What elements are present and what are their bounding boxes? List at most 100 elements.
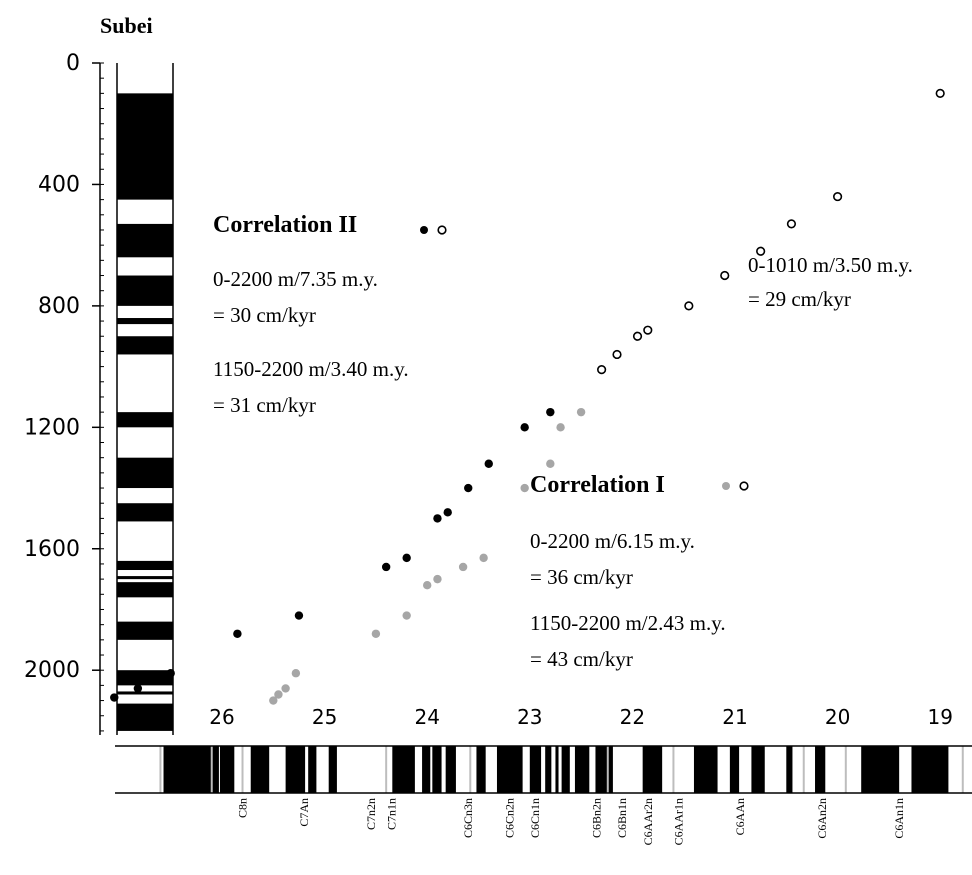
x-tick-label: 25	[312, 705, 337, 729]
correlation-i-point	[520, 483, 529, 493]
corr2-rate-3: 1150-2200 m/3.40 m.y.	[213, 357, 409, 381]
corr1-rate-4: = 43 cm/kyr	[530, 647, 633, 671]
gpts-normal-band	[561, 746, 570, 793]
corr2-rate-4: = 31 cm/kyr	[213, 393, 316, 417]
legend-corr2-black-marker	[420, 226, 428, 234]
normal-polarity-band	[117, 703, 173, 731]
chron-labels: C8n C7An C7n2n C7n1n C6Cn3n C6Cn2n C6Cn1n C6Bn2…	[236, 798, 907, 845]
open-circle-point	[720, 270, 730, 281]
correlation-ii-point	[464, 483, 473, 493]
gpts-normal-band	[432, 746, 442, 793]
correlation-ii-point	[110, 693, 119, 702]
y-tick-label: 2000	[24, 658, 80, 683]
correlation-ii-point	[233, 629, 242, 638]
gpts-normal-band	[328, 746, 337, 793]
gpts-normal-band	[163, 746, 219, 793]
chron-label: C6Cn1n	[528, 798, 542, 838]
gpts-normal-band	[693, 746, 718, 793]
normal-polarity-band	[117, 275, 173, 306]
normal-polarity-band	[117, 318, 173, 325]
legend-correlation-i: Correlation I	[530, 472, 749, 498]
normal-polarity-band	[117, 457, 173, 489]
correlation-ii-point	[546, 407, 555, 417]
legend-corr1-gray-marker	[722, 482, 730, 490]
x-tick-label: 19	[927, 705, 952, 729]
open-circle-point	[832, 191, 843, 202]
open-circle-point	[612, 349, 622, 360]
legend-corr2-open-marker	[437, 225, 447, 235]
gpts-normal-band	[496, 746, 523, 793]
y-axis: 0 400 800 1200 1600 2000	[24, 51, 104, 735]
correlation-i-point	[281, 684, 290, 693]
gpts-normal-band	[574, 746, 590, 793]
y-tick-label: 800	[38, 294, 80, 319]
normal-polarity-band	[117, 503, 173, 522]
correlation-i-point	[291, 669, 301, 678]
chron-label: C6AAr2n	[641, 798, 655, 845]
y-major-ticks	[92, 62, 100, 671]
correlation-i-point	[269, 696, 278, 705]
correlation-ii-point	[484, 459, 493, 468]
open-rate-2: = 29 cm/kyr	[748, 287, 851, 311]
chron-label: C7n1n	[384, 798, 398, 830]
legend-corr1-open-marker	[739, 481, 749, 491]
corr2-rate-2: = 30 cm/kyr	[213, 303, 316, 327]
correlation-i-point	[371, 629, 381, 638]
correlation-ii-point	[294, 611, 304, 620]
chron-label: C8n	[236, 798, 250, 818]
gpts-normal-band	[308, 746, 317, 793]
y-minor-ticks	[100, 62, 104, 732]
gpts-normal-band	[729, 746, 740, 793]
x-tick-label: 23	[517, 705, 542, 729]
chron-label: C7An	[297, 798, 311, 827]
chron-label: C6Bn1n	[615, 798, 629, 838]
normal-polarity-band	[117, 560, 173, 571]
chron-label: C6Bn2n	[589, 798, 603, 838]
open-circle-point	[684, 301, 694, 311]
chron-label: C6Cn3n	[461, 798, 475, 838]
corr2-rate-1: 0-2200 m/7.35 m.y.	[213, 267, 378, 291]
open-circle-point	[756, 246, 766, 256]
correlation-i-point	[576, 407, 586, 417]
open-circle-point	[643, 325, 653, 335]
gpts-normal-band	[786, 746, 793, 793]
correlation-ii-point	[433, 514, 442, 523]
chron-label: C6Cn2n	[502, 798, 516, 838]
gpts-normal-band	[555, 746, 559, 793]
normal-polarity-band	[117, 691, 173, 695]
gpts-normal-band	[642, 746, 663, 793]
normal-polarity-band	[117, 576, 173, 580]
gpts-normal-band	[751, 746, 765, 793]
correlation-ii-point	[133, 684, 143, 693]
gpts-normal-band	[529, 746, 542, 793]
correlation-i-point	[423, 580, 432, 590]
chron-label: C6An2n	[815, 798, 829, 839]
y-tick-label: 1600	[24, 537, 80, 562]
gpts-normal-band	[445, 746, 456, 793]
gpts-normal-band	[595, 746, 613, 793]
open-circle-point	[632, 331, 643, 341]
x-tick-label: 22	[620, 705, 645, 729]
chart-title: Subei	[100, 13, 153, 38]
correlation-i-point	[546, 459, 555, 468]
legend-corr2-title: Correlation II	[213, 212, 357, 238]
correlation-ii-point	[520, 423, 529, 432]
gpts-normal-band	[422, 746, 431, 793]
y-tick-labels: 0 400 800 1200 1600 2000	[24, 51, 80, 683]
y-tick-label: 0	[66, 51, 80, 76]
gpts-normal-band	[815, 746, 826, 793]
chron-label: C6An1n	[892, 798, 906, 839]
y-tick-label: 1200	[24, 415, 80, 440]
x-tick-labels: 262524232221201918	[209, 705, 953, 729]
gpts-normal-band	[250, 746, 270, 793]
gpts-normal-band	[476, 746, 486, 793]
open-circle-point	[935, 88, 945, 98]
open-rate-1: 0-1010 m/3.50 m.y.	[748, 253, 913, 277]
chron-label: C7n2n	[364, 798, 378, 830]
x-tick-label: 20	[825, 705, 850, 729]
x-tick-label: 24	[414, 705, 439, 729]
correlation-ii-point	[402, 553, 411, 563]
open-circle-point	[786, 219, 797, 229]
corr1-rate-3: 1150-2200 m/2.43 m.y.	[530, 611, 726, 635]
